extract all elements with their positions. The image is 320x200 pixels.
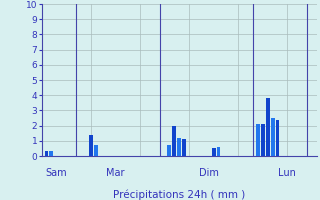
Text: Précipitations 24h ( mm ): Précipitations 24h ( mm ) [113, 189, 245, 200]
Bar [89, 135, 93, 156]
Bar [256, 124, 260, 156]
Bar [50, 151, 53, 156]
Bar [94, 145, 98, 156]
Bar [266, 98, 270, 156]
Text: Lun: Lun [278, 168, 296, 178]
Bar [44, 151, 49, 156]
Bar [177, 138, 181, 156]
Bar [172, 126, 176, 156]
Bar [182, 139, 186, 156]
Text: Dim: Dim [199, 168, 219, 178]
Text: Sam: Sam [45, 168, 67, 178]
Bar [167, 145, 171, 156]
Bar [276, 120, 279, 156]
Bar [217, 147, 220, 156]
Bar [271, 118, 275, 156]
Bar [261, 124, 265, 156]
Text: Mar: Mar [106, 168, 124, 178]
Bar [212, 148, 216, 156]
